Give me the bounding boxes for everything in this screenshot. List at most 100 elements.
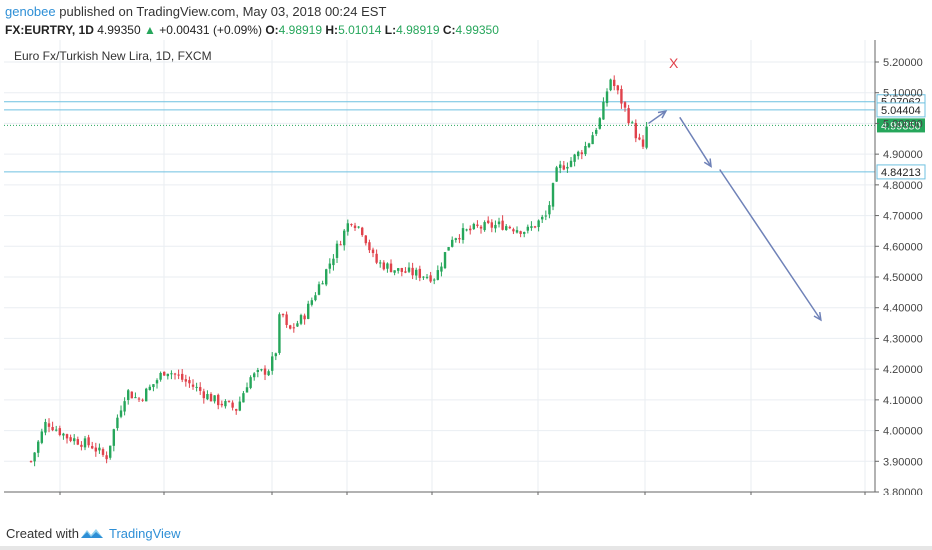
- candle-body: [209, 393, 213, 402]
- candle-body: [101, 449, 105, 455]
- candle-body: [134, 397, 137, 399]
- low-label: L:: [384, 23, 397, 37]
- last-price-box: [877, 118, 925, 133]
- y-tick-label: 4.50000: [883, 272, 923, 284]
- candle-body: [353, 225, 357, 229]
- created-with-text: Created with: [6, 526, 79, 541]
- candle-body: [425, 276, 429, 278]
- candle-body: [641, 139, 645, 147]
- candle-body: [235, 409, 238, 411]
- candle-body: [130, 391, 134, 399]
- trend-arrow[interactable]: [648, 110, 667, 125]
- last-price: 4.99350: [97, 23, 141, 37]
- candle-body: [609, 79, 612, 91]
- y-tick-label: 5.20000: [883, 57, 923, 69]
- candle-body: [541, 216, 544, 220]
- candle-body: [281, 314, 285, 316]
- candle-body: [436, 270, 440, 280]
- candle-body: [569, 160, 573, 167]
- low-value: 4.98919: [396, 23, 440, 37]
- trend-arrow[interactable]: [679, 116, 712, 167]
- tradingview-logo-icon[interactable]: [80, 525, 104, 541]
- candle-body: [148, 386, 152, 390]
- candle-body: [285, 314, 288, 325]
- candle-body: [523, 232, 526, 234]
- candle-body: [393, 270, 396, 273]
- candle-body: [530, 226, 533, 228]
- candle-body: [443, 252, 447, 269]
- candle-body: [40, 431, 44, 443]
- candle-body: [447, 247, 450, 251]
- candle-body: [65, 434, 69, 439]
- candle-body: [562, 165, 566, 170]
- candle-body: [310, 300, 314, 305]
- close-value: 4.99350: [455, 23, 499, 37]
- candle-body: [51, 427, 54, 431]
- candle-body: [476, 224, 479, 226]
- candle-body: [386, 263, 389, 269]
- candle-body: [469, 228, 472, 231]
- candle-body: [44, 421, 47, 433]
- symbol-label[interactable]: FX:EURTRY, 1D: [5, 23, 94, 37]
- candle-body: [80, 444, 83, 447]
- candle-body: [112, 429, 116, 446]
- candle-body: [519, 231, 522, 234]
- candle-body: [623, 102, 627, 108]
- candle-body: [199, 387, 202, 391]
- username-link[interactable]: genobee: [5, 4, 56, 19]
- candle-body: [357, 226, 360, 228]
- candle-body: [303, 315, 306, 320]
- candle-body: [537, 220, 540, 228]
- candle-body: [296, 323, 299, 327]
- annotations: X: [648, 55, 822, 322]
- candle-body: [217, 394, 220, 406]
- candle-body: [454, 238, 458, 240]
- candle-body: [33, 452, 36, 462]
- candle-body: [87, 437, 90, 446]
- candle-body: [433, 279, 436, 281]
- publish-info: genobee published on TradingView.com, Ma…: [5, 3, 925, 21]
- candle-body: [411, 267, 414, 276]
- trend-arrow[interactable]: [719, 169, 822, 321]
- candle-body: [389, 263, 393, 273]
- trend-arrow-head: [657, 110, 668, 119]
- candle-body: [422, 276, 425, 278]
- candle-body: [494, 224, 497, 229]
- candle-body: [361, 227, 364, 236]
- candle-body: [195, 386, 198, 388]
- high-value: 5.01014: [338, 23, 382, 37]
- y-tick-label: 3.80000: [883, 487, 923, 495]
- tradingview-brand[interactable]: TradingView: [109, 526, 181, 541]
- candle-body: [123, 401, 126, 412]
- candle-body: [137, 398, 141, 400]
- candle-body: [440, 266, 443, 272]
- candle-body: [191, 384, 195, 387]
- candle-body: [397, 268, 400, 271]
- candle-body: [267, 371, 270, 376]
- x-mark-annotation[interactable]: X: [669, 55, 679, 71]
- candle-body: [458, 238, 461, 240]
- candle-body: [429, 275, 432, 282]
- level-label: 4.84213: [881, 167, 921, 179]
- candle-body: [548, 205, 551, 215]
- candle-body: [497, 221, 501, 225]
- chart-title: Euro Fx/Turkish New Lira, 1D, FXCM: [14, 49, 212, 63]
- candle-body: [501, 220, 504, 230]
- candle-body: [339, 244, 342, 246]
- trend-arrow-head: [813, 311, 822, 322]
- candle-body: [58, 428, 62, 436]
- y-tick-label: 4.00000: [883, 426, 923, 438]
- candle-body: [260, 369, 263, 371]
- candle-body: [551, 183, 555, 207]
- candle-body: [487, 220, 490, 223]
- candle-body: [415, 269, 418, 276]
- candle-body: [299, 315, 303, 324]
- candle-body: [605, 91, 609, 104]
- candle-body: [116, 417, 119, 429]
- up-triangle-icon: ▲: [143, 23, 156, 37]
- y-tick-label: 4.10000: [883, 395, 923, 407]
- last-price-label: 4.99350: [881, 120, 921, 132]
- candle-body: [577, 151, 580, 157]
